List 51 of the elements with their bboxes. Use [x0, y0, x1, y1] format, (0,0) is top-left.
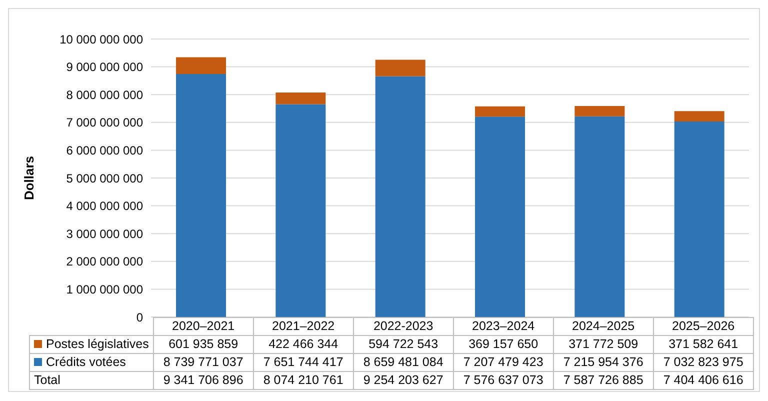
- data-label: 422 466 344: [253, 336, 354, 354]
- text: 7 587 726 885: [553, 372, 654, 390]
- y-tick-label: 5 000 000 000: [66, 171, 144, 186]
- data-label: 594 722 543: [353, 336, 454, 354]
- bar: [276, 104, 326, 317]
- bar: [475, 106, 525, 117]
- y-tick-label: 7 000 000 000: [66, 116, 144, 130]
- data-label: 8 659 481 084: [353, 354, 454, 372]
- data-label: 369 157 650: [453, 336, 554, 354]
- data-label: 371 582 641: [653, 336, 754, 354]
- bar: [674, 121, 724, 317]
- bar: [375, 60, 426, 76]
- x-tick-label: 2025–2026: [653, 318, 754, 336]
- y-tick-label: 8 000 000 000: [66, 88, 144, 102]
- data-label: 7 207 479 423: [453, 354, 554, 372]
- legend-label: Postes législatives: [30, 336, 154, 354]
- text: 9 341 706 896: [153, 372, 254, 390]
- data-label: 7 215 954 376: [553, 354, 654, 372]
- y-tick-label: 0: [136, 310, 144, 324]
- data-label: 8 739 771 037: [153, 354, 254, 372]
- x-tick-label: 2024–2025: [553, 318, 654, 336]
- data-label: 371 772 509: [553, 336, 654, 354]
- bar: [375, 76, 426, 317]
- bar: [276, 92, 326, 104]
- text: Total: [30, 372, 154, 390]
- bar: [674, 111, 724, 122]
- data-label: 7 651 744 417: [253, 354, 354, 372]
- y-tick-label: 9 000 000 000: [66, 60, 144, 74]
- x-tick-label: 2020–2021: [153, 318, 254, 336]
- y-tick-label: 10 000 000 000: [60, 32, 144, 46]
- x-tick-label: 2022-2023: [353, 318, 454, 336]
- text: 7 576 637 073: [453, 372, 554, 390]
- legend-label: Crédits votées: [30, 354, 154, 372]
- y-tick-label: 2 000 000 000: [66, 254, 144, 269]
- data-label: 7 032 823 975: [653, 354, 754, 372]
- bar: [475, 116, 525, 317]
- x-tick-label: 2023–2024: [453, 318, 554, 336]
- y-tick-label: 1 000 000 000: [66, 282, 144, 296]
- text: 8 074 210 761: [253, 372, 354, 390]
- data-label: 601 935 859: [153, 336, 254, 354]
- text: 9 254 203 627: [353, 372, 454, 390]
- text: 7 404 406 616: [653, 372, 754, 390]
- y-tick-label: 3 000 000 000: [66, 226, 144, 241]
- bar: [176, 74, 226, 317]
- y-tick-label: 6 000 000 000: [66, 143, 144, 158]
- y-tick-label: 4 000 000 000: [66, 199, 144, 214]
- bar: [176, 57, 226, 74]
- y-axis-title: Dollars: [22, 156, 37, 200]
- bar: [574, 116, 625, 317]
- bar: [574, 106, 625, 116]
- x-tick-label: 2021–2022: [253, 318, 354, 336]
